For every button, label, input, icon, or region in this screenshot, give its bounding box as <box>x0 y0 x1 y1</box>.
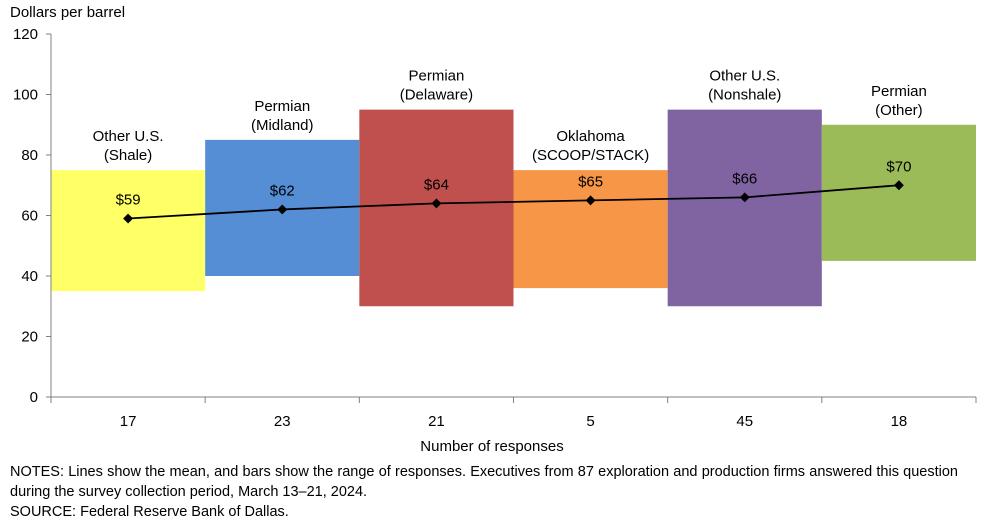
x-tick-label: 17 <box>120 413 137 430</box>
y-tick-label: 0 <box>30 389 38 406</box>
source-text: SOURCE: Federal Reserve Bank of Dallas. <box>10 504 289 520</box>
y-tick-label: 100 <box>13 87 38 104</box>
category-label: (Shale) <box>104 147 152 164</box>
category-label: Other U.S. <box>93 128 164 145</box>
category-label: Permian <box>871 83 927 100</box>
y-tick-label: 20 <box>21 329 38 346</box>
mean-marker <box>431 198 442 209</box>
mean-series-line <box>128 184 899 220</box>
category-label: (Other) <box>875 102 923 119</box>
range-bar <box>513 170 668 289</box>
range-bar <box>667 109 822 307</box>
x-tick-label: 21 <box>428 413 445 430</box>
x-axis-ticks: 17 23 21 5 45 18 <box>50 397 977 430</box>
category-label: (Delaware) <box>400 87 473 104</box>
mean-data-label: $66 <box>732 170 757 187</box>
x-tick-label: 45 <box>736 413 753 430</box>
y-tick-label: 80 <box>21 147 38 164</box>
notes-text: NOTES: Lines show the mean, and bars sho… <box>10 464 958 500</box>
category-label: Other U.S. <box>709 68 780 85</box>
x-tick-label: 5 <box>586 413 594 430</box>
mean-marker <box>123 213 134 224</box>
chart-notes: NOTES: Lines show the mean, and bars sho… <box>10 462 958 522</box>
range-bars <box>51 109 976 307</box>
mean-marker <box>739 192 750 203</box>
category-label: Permian <box>408 68 464 85</box>
x-tick-label: 18 <box>891 413 908 430</box>
range-bar <box>821 124 976 261</box>
category-label: Permian <box>254 98 310 115</box>
y-axis-title: Dollars per barrel <box>10 4 125 21</box>
category-labels: Other U.S. (Shale) Permian (Midland) Permian… <box>93 68 927 165</box>
range-bar <box>51 170 206 292</box>
mean-marker <box>893 180 904 191</box>
x-tick-label: 23 <box>274 413 291 430</box>
mean-marker <box>277 204 288 215</box>
y-tick-label: 60 <box>21 208 38 225</box>
category-label: Oklahoma <box>556 128 625 145</box>
category-label: (Midland) <box>251 117 314 134</box>
mean-data-label: $59 <box>116 192 141 209</box>
range-bar-chart: Dollars per barrel 0 20 40 60 80 100 120 Other… <box>10 4 977 455</box>
mean-data-label: $65 <box>578 173 603 190</box>
category-label: (Nonshale) <box>708 87 781 104</box>
y-axis-ticks: 0 20 40 60 80 100 120 <box>13 26 51 406</box>
mean-marker <box>585 195 596 206</box>
mean-data-label: $62 <box>270 182 295 199</box>
y-tick-label: 40 <box>21 268 38 285</box>
mean-data-label: $64 <box>424 176 449 193</box>
mean-line: $59 $62 $64 $65 $66 $70 <box>116 158 911 224</box>
category-label: (SCOOP/STACK) <box>532 147 649 164</box>
mean-data-label: $70 <box>886 158 911 175</box>
y-tick-label: 120 <box>13 26 38 43</box>
x-axis-title: Number of responses <box>420 438 563 455</box>
